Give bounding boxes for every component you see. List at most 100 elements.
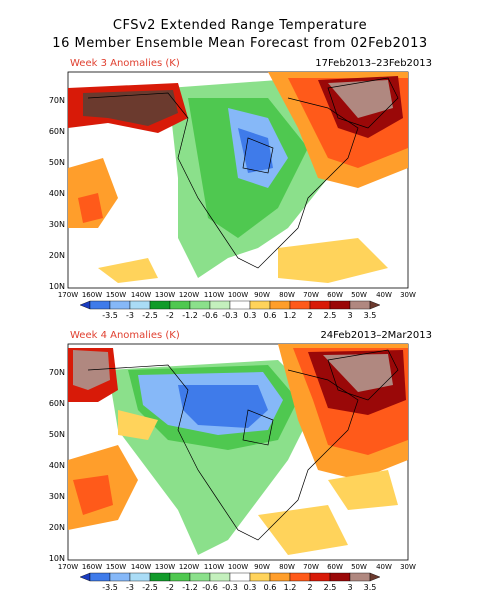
page-title: CFSv2 Extended Range Temperature: [112, 18, 368, 33]
svg-text:160W: 160W: [82, 563, 102, 571]
panel-week4-title: Week 4 Anomalies (K): [70, 330, 180, 341]
legend-swatch: [229, 572, 251, 582]
legend-swatch: [209, 300, 231, 310]
svg-text:120W: 120W: [179, 291, 199, 299]
svg-text:170W: 170W: [58, 563, 78, 571]
legend-swatch: [149, 572, 171, 582]
legend-label: -2: [166, 583, 174, 592]
svg-text:110W: 110W: [204, 563, 224, 571]
svg-text:90W: 90W: [254, 563, 270, 571]
svg-text:20N: 20N: [49, 523, 65, 532]
svg-text:60W: 60W: [327, 291, 343, 299]
legend-swatch: [229, 300, 251, 310]
legend-label: -1.2: [182, 311, 198, 320]
legend-swatch: [309, 572, 331, 582]
svg-text:100W: 100W: [228, 291, 248, 299]
svg-text:150W: 150W: [106, 291, 126, 299]
legend-swatch: [129, 572, 151, 582]
svg-text:80W: 80W: [279, 563, 295, 571]
legend-swatch: [109, 572, 131, 582]
legend-swatch: [169, 572, 191, 582]
legend-swatch: [189, 572, 211, 582]
legend-label: 3: [347, 311, 352, 320]
legend-label: 3.5: [364, 311, 377, 320]
legend-swatch: [149, 300, 171, 310]
svg-text:60N: 60N: [49, 127, 65, 136]
legend-label: -3: [126, 583, 134, 592]
coastlines: [87, 349, 399, 541]
svg-text:60N: 60N: [49, 399, 65, 408]
coastlines: [87, 77, 399, 269]
legend-label: 2: [307, 311, 312, 320]
svg-text:40W: 40W: [376, 563, 392, 571]
svg-text:30N: 30N: [49, 492, 65, 501]
svg-text:30N: 30N: [49, 220, 65, 229]
svg-text:40N: 40N: [49, 461, 65, 470]
legend-label: 1.2: [284, 311, 297, 320]
legend-label: -0.6: [202, 311, 218, 320]
color-legend: -3.5 -3 -2.5 -2 -1.2 -0.6 -0.3 0.3 0.6 1.2 2 2.5 3 3.…: [79, 572, 381, 592]
legend-label: -2: [166, 311, 174, 320]
legend-label: 2.5: [324, 311, 337, 320]
svg-text:60W: 60W: [327, 563, 343, 571]
legend-swatch: [329, 572, 351, 582]
legend-label: -0.3: [222, 583, 238, 592]
legend-label: 0.6: [264, 583, 277, 592]
svg-text:70W: 70W: [303, 291, 319, 299]
legend-label: 3.5: [364, 583, 377, 592]
svg-text:110W: 110W: [204, 291, 224, 299]
lon-labels: 170W 160W 150W 140W 130W 120W 110W 100W …: [58, 291, 416, 299]
svg-text:90W: 90W: [254, 291, 270, 299]
legend-swatch: [89, 572, 111, 582]
legend-label: 0.6: [264, 311, 277, 320]
legend-swatch: [189, 300, 211, 310]
panel-week3-map: 10N 20N 30N 40N 50N 60N 70N 170W 160W 15…: [49, 71, 416, 320]
legend-label: 0.3: [244, 583, 257, 592]
legend-swatch: [129, 300, 151, 310]
svg-text:20N: 20N: [49, 251, 65, 260]
legend-label: 2: [307, 583, 312, 592]
legend-swatch: [169, 300, 191, 310]
legend-label: -3.5: [102, 311, 118, 320]
svg-text:10N: 10N: [49, 554, 65, 563]
legend-arrow-high: [369, 572, 381, 582]
svg-text:150W: 150W: [106, 563, 126, 571]
legend-swatch: [269, 300, 291, 310]
svg-text:10N: 10N: [49, 282, 65, 291]
legend-label: -2.5: [142, 311, 158, 320]
svg-text:130W: 130W: [155, 291, 175, 299]
legend-label: -1.2: [182, 583, 198, 592]
svg-text:50W: 50W: [351, 291, 367, 299]
legend-swatch: [309, 300, 331, 310]
legend-arrow-low: [79, 300, 91, 310]
svg-text:70N: 70N: [49, 96, 65, 105]
legend-label: -0.3: [222, 311, 238, 320]
svg-text:100W: 100W: [228, 563, 248, 571]
legend-swatch: [289, 300, 311, 310]
legend-swatch: [349, 300, 371, 310]
svg-text:130W: 130W: [155, 563, 175, 571]
svg-text:70N: 70N: [49, 368, 65, 377]
panel-week4-dates: 24Feb2013–2Mar2013: [320, 330, 432, 341]
legend-arrow-high: [369, 300, 381, 310]
svg-text:40N: 40N: [49, 189, 65, 198]
svg-text:30W: 30W: [400, 291, 416, 299]
svg-text:50W: 50W: [351, 563, 367, 571]
svg-text:160W: 160W: [82, 291, 102, 299]
lon-labels: 170W 160W 150W 140W 130W 120W 110W 100W …: [58, 563, 416, 571]
legend-swatch: [249, 300, 271, 310]
legend-label: 0.3: [244, 311, 257, 320]
svg-text:120W: 120W: [179, 563, 199, 571]
svg-text:50N: 50N: [49, 158, 65, 167]
page-subtitle: 16 Member Ensemble Mean Forecast from 02…: [52, 36, 428, 51]
panel-week3: Week 3 Anomalies (K) 17Feb2013–23Feb2013: [28, 58, 468, 326]
legend-label: -3: [126, 311, 134, 320]
svg-text:70W: 70W: [303, 563, 319, 571]
panel-week4: Week 4 Anomalies (K) 24Feb2013–2Mar2013: [28, 330, 468, 598]
legend-label: 3: [347, 583, 352, 592]
svg-text:140W: 140W: [131, 563, 151, 571]
svg-text:80W: 80W: [279, 291, 295, 299]
legend-label: -0.6: [202, 583, 218, 592]
lat-labels: 10N 20N 30N 40N 50N 60N 70N: [49, 96, 65, 291]
legend-label: -3.5: [102, 583, 118, 592]
